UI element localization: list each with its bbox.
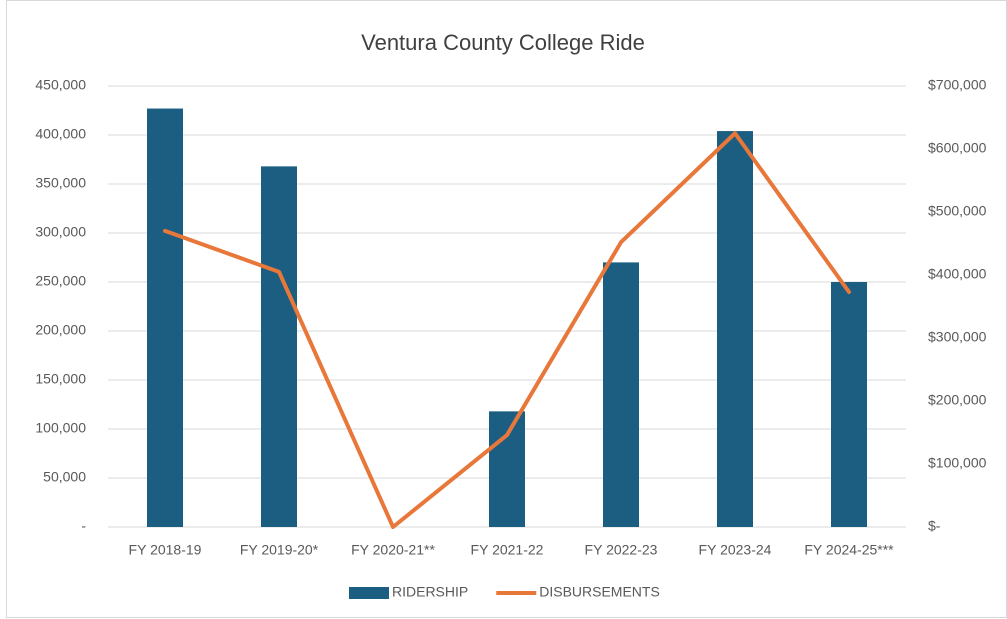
legend-label: DISBURSEMENTS [539, 584, 660, 600]
y-tick-label: 150,000 [35, 371, 86, 387]
y-tick-label: 350,000 [35, 175, 86, 191]
y2-tick-label: $400,000 [928, 266, 987, 282]
x-tick-label: FY 2019-20* [240, 542, 319, 558]
y-tick-label: 200,000 [35, 322, 86, 338]
x-tick-label: FY 2022-23 [585, 542, 658, 558]
bar [603, 262, 639, 527]
y2-tick-label: $300,000 [928, 329, 987, 345]
y2-tick-label: $- [928, 518, 941, 534]
y-tick-label: 250,000 [35, 273, 86, 289]
bar [147, 108, 183, 527]
x-tick-label: FY 2020-21** [351, 542, 435, 558]
x-tick-label: FY 2024-25*** [804, 542, 894, 558]
y-tick-label: 50,000 [43, 469, 86, 485]
chart-title: Ventura County College Ride [361, 30, 645, 55]
legend-swatch [349, 587, 389, 599]
y-tick-label: 300,000 [35, 224, 86, 240]
y2-tick-label: $700,000 [928, 77, 987, 93]
bar [831, 282, 867, 527]
x-tick-label: FY 2023-24 [699, 542, 772, 558]
bar [717, 131, 753, 527]
line [163, 131, 851, 529]
y2-tick-label: $200,000 [928, 392, 987, 408]
y-tick-label: - [81, 518, 86, 534]
x-tick-label: FY 2021-22 [471, 542, 544, 558]
bar [489, 411, 525, 527]
y-tick-label: 100,000 [35, 420, 86, 436]
bar [261, 166, 297, 528]
y2-tick-label: $600,000 [928, 140, 987, 156]
y2-tick-label: $500,000 [928, 203, 987, 219]
x-tick-label: FY 2018-19 [129, 542, 202, 558]
y2-tick-label: $100,000 [928, 455, 987, 471]
y-tick-label: 400,000 [35, 126, 86, 142]
legend-label: RIDERSHIP [392, 584, 468, 600]
y-tick-label: 450,000 [35, 77, 86, 93]
